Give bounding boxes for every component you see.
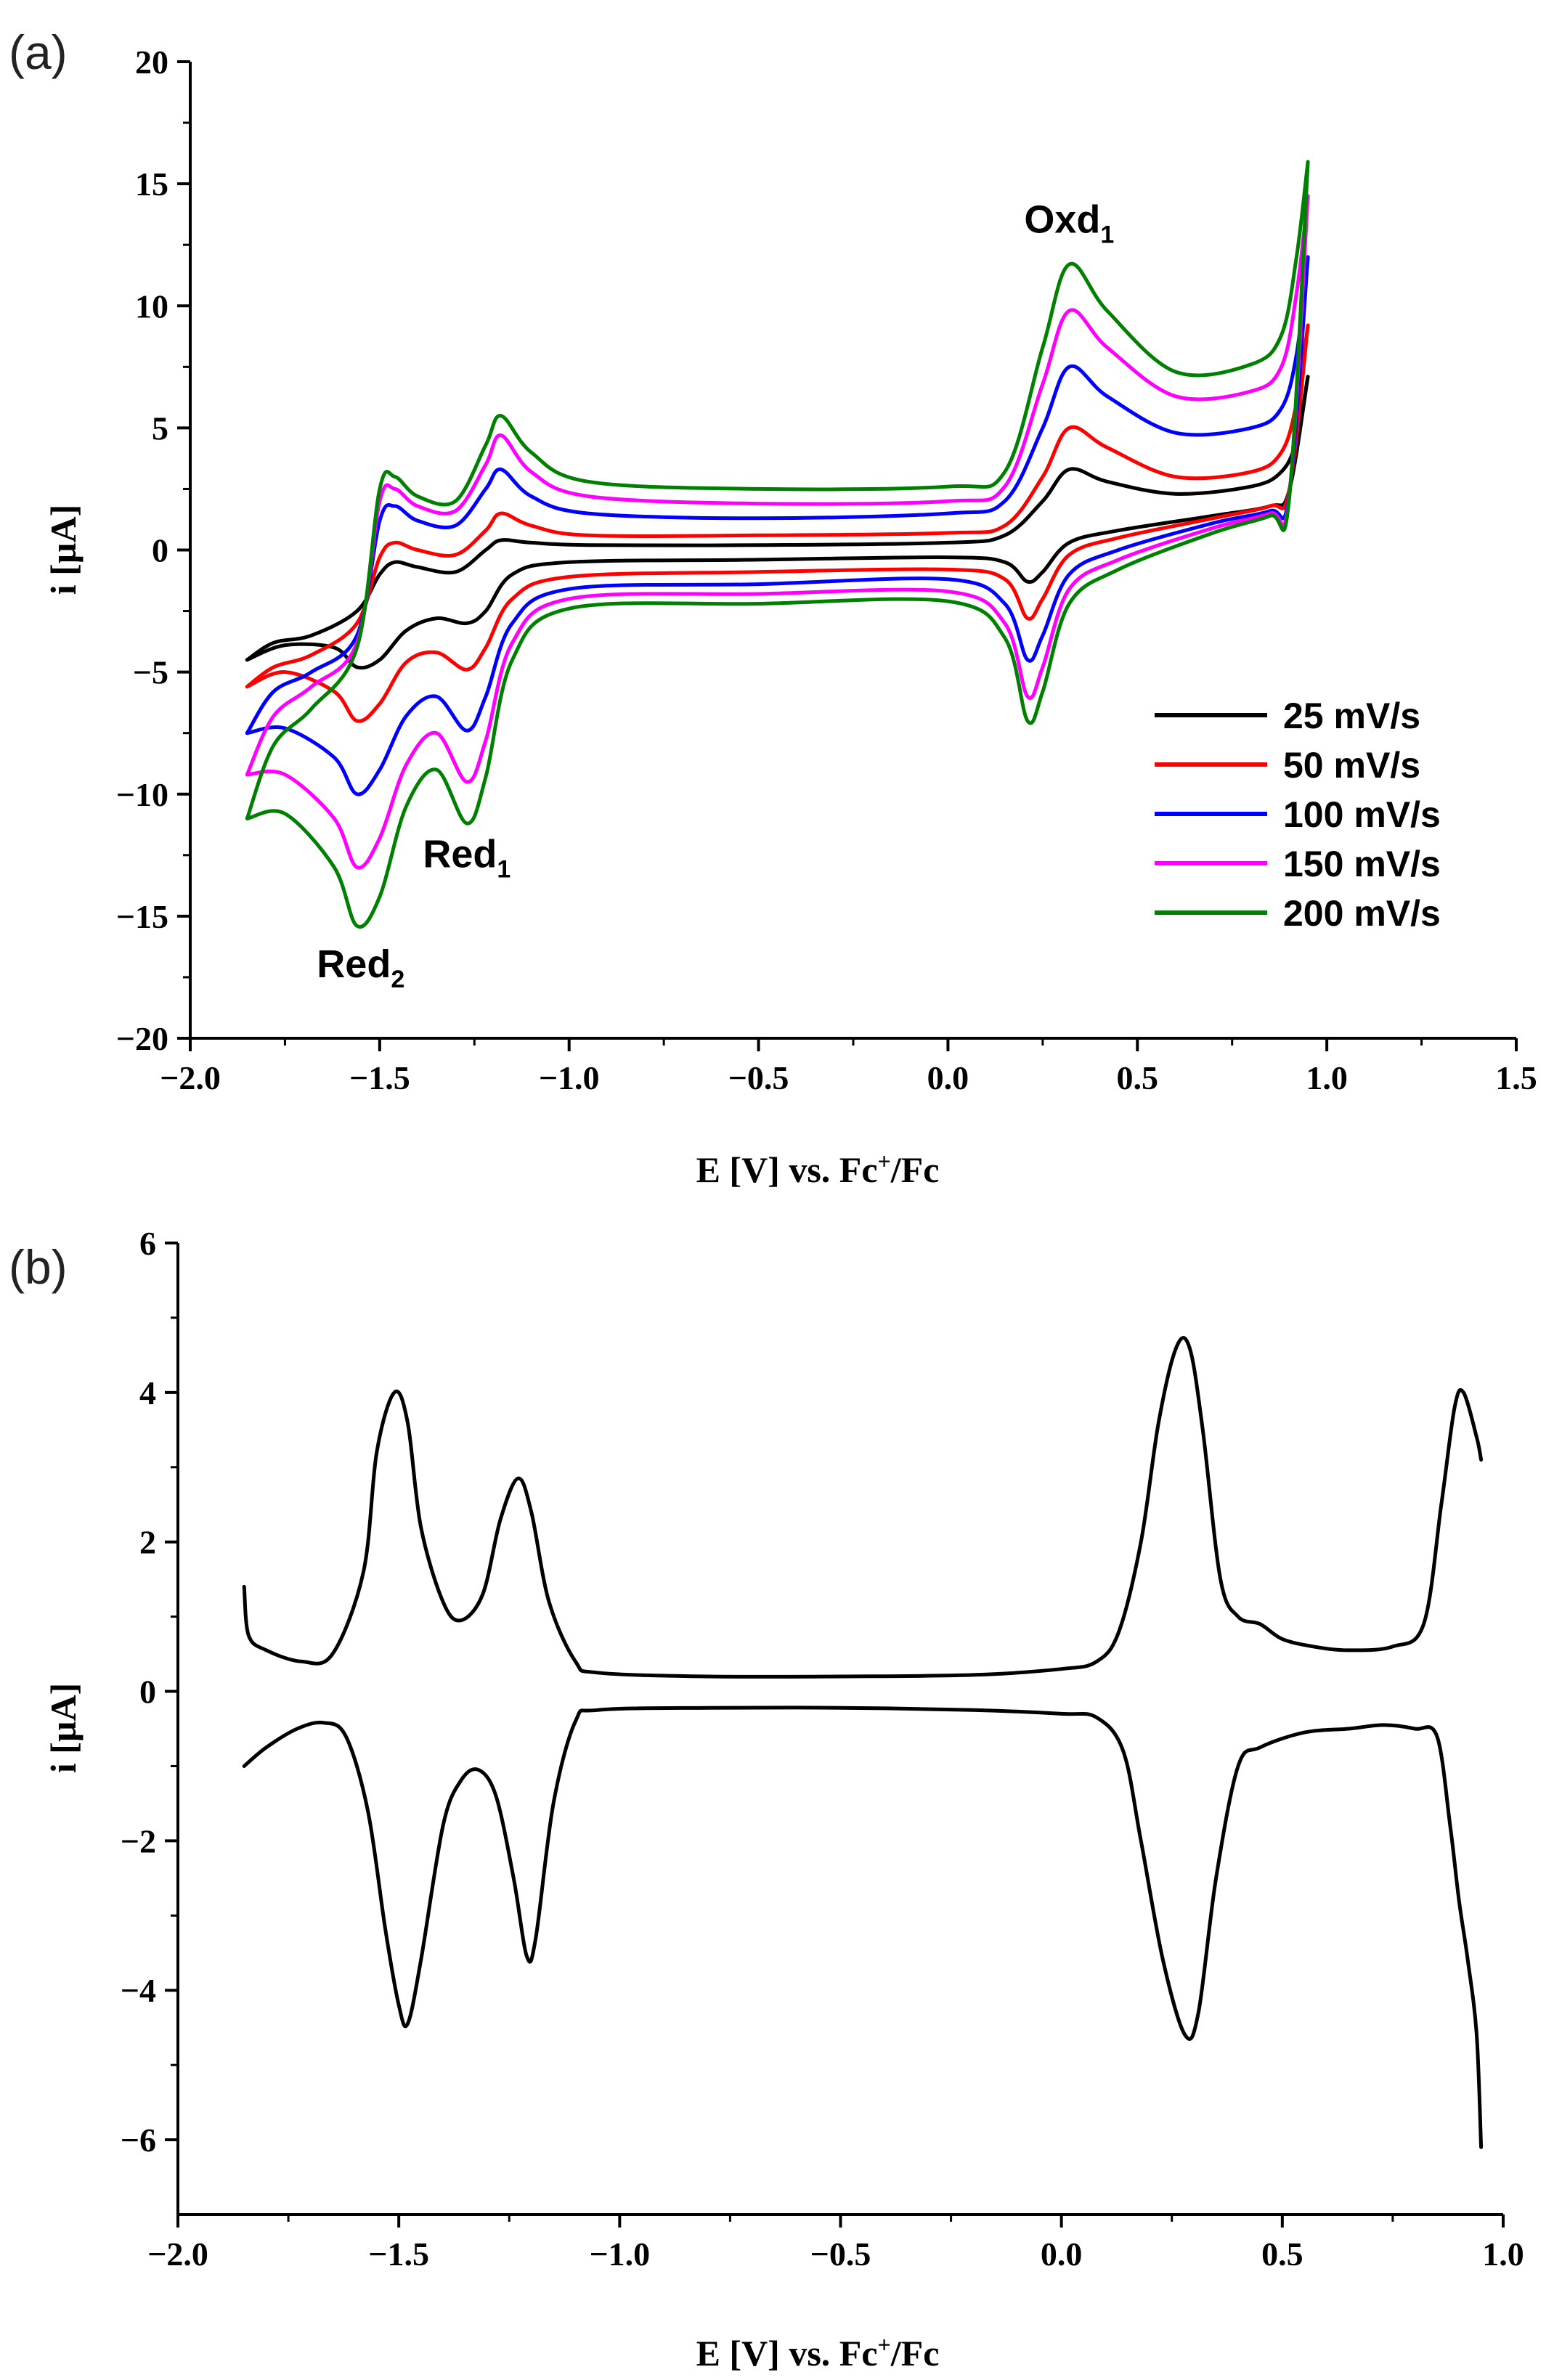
panel-a-series-150-mv-s-reverse <box>245 194 1310 870</box>
panel-b-x-tick-label: 0.5 <box>1261 2236 1303 2273</box>
panel-a-y-tick-label: 10 <box>135 288 168 325</box>
panel-a-y-tick-label: −20 <box>116 1020 168 1057</box>
panel-a-series-25-mv-s-reverse <box>245 375 1310 670</box>
panel-a-x-tick-label: 0.5 <box>1117 1059 1159 1096</box>
panel-a-x-tick-label: 0.0 <box>927 1059 969 1096</box>
panel-b-y-tick-label: 2 <box>139 1524 156 1561</box>
panel-b-series-cathodic-dpv <box>242 1705 1484 2149</box>
panel-b-x-tick-label: −0.5 <box>810 2236 871 2273</box>
panel-b-x-axis-label: E [V] vs. Fc+/Fc <box>696 2331 940 2373</box>
panel-a-y-tick-label: 20 <box>135 44 168 81</box>
panel-a-y-tick-label: −10 <box>116 776 168 813</box>
panel-b-y-axis-label: i [µA] <box>43 1683 84 1774</box>
panel-b-x-tick-label: −2.0 <box>147 2236 208 2273</box>
panel-a-y-tick-label: −15 <box>116 898 168 935</box>
panel-a-y-axis-label: i [µA] <box>43 505 84 595</box>
panel-a-series-25-mv-s-forward <box>245 375 1310 662</box>
legend-label: 25 mV/s <box>1283 696 1420 736</box>
panel-a-annotations: Oxd1 Red1 Red2 <box>317 197 1114 993</box>
panel-a-y-tick-label: 15 <box>135 166 168 203</box>
panel-b-y-tick-label: −6 <box>121 2122 156 2159</box>
panel-a-x-tick-label: −0.5 <box>728 1059 789 1096</box>
panel-b-y-tick-label: 4 <box>139 1374 156 1411</box>
panel-a-label: (a) <box>9 25 68 79</box>
panel-b-x-tick-label: 0.0 <box>1041 2236 1083 2273</box>
panel-a-series-50-mv-s-reverse <box>245 323 1310 723</box>
panel-a-x-tick-label: −1.0 <box>539 1059 600 1096</box>
panel-b-series-group <box>242 1336 1484 2149</box>
panel-b-y-tick-label: 6 <box>139 1225 156 1262</box>
panel-a-series-group <box>245 160 1310 929</box>
panel-a-series-100-mv-s-reverse <box>245 255 1310 796</box>
panel-a-series-100-mv-s-forward <box>245 255 1310 735</box>
panel-b-y-tick-label: −2 <box>121 1822 156 1859</box>
panel-b-x-tick-label: 1.0 <box>1482 2236 1524 2273</box>
panel-a-axes: −2.0 −1.5 −1.0 −0.5 0.0 0.5 1.0 1.5 −20 −15 −10 −5 0… <box>116 44 1537 1096</box>
panel-a-x-tick-label: −2.0 <box>160 1059 221 1096</box>
panel-a-annotation-red1: Red1 <box>423 833 511 884</box>
legend-label: 150 mV/s <box>1283 844 1441 884</box>
panel-a-legend: 25 mV/s 50 mV/s 100 mV/s 150 mV/s 200 mV/s <box>1155 696 1441 934</box>
panel-b-x-tick-label: −1.0 <box>589 2236 650 2273</box>
panel-a-series-200-mv-s-reverse <box>245 160 1310 929</box>
panel-a-annotation-oxd1: Oxd1 <box>1024 197 1114 248</box>
panel-b-axes: −2.0 −1.5 −1.0 −0.5 0.0 0.5 1.0 −6 −4 −2 0 2 4 6 <box>121 1225 1524 2273</box>
panel-a-x-tick-label: 1.0 <box>1306 1059 1348 1096</box>
panel-a-annotation-red2: Red2 <box>317 942 404 993</box>
panel-a-series-50-mv-s-forward <box>245 323 1310 689</box>
panel-b-x-tick-label: −1.5 <box>368 2236 429 2273</box>
panel-b-label: (b) <box>9 1240 68 1294</box>
panel-b-y-tick-label: 0 <box>139 1674 156 1711</box>
panel-a-x-axis-label: E [V] vs. Fc+/Fc <box>696 1148 940 1190</box>
panel-b-y-tick-label: −4 <box>121 1972 156 2009</box>
panel-b-chart: (b) −2.0 −1.5 −1.0 −0.5 0.0 0.5 1.0−6−4−20246 … <box>9 1225 1524 2373</box>
legend-label: 200 mV/s <box>1283 893 1441 934</box>
panel-a-y-tick-label: 5 <box>152 409 168 447</box>
panel-a-chart: (a) −2.0 −1.5 −1.0 −0.5 0.0 0.5 1.0 1.5 −20 −15 −1… <box>9 25 1537 1190</box>
panel-a-y-tick-label: 0 <box>152 532 168 569</box>
legend-label: 100 mV/s <box>1283 794 1441 835</box>
panel-b-series-anodic-dpv <box>242 1336 1484 1679</box>
panel-a-x-tick-label: −1.5 <box>349 1059 410 1096</box>
panel-a-series-200-mv-s-forward <box>245 160 1310 820</box>
panel-a-x-tick-label: 1.5 <box>1495 1059 1537 1096</box>
panel-a-y-tick-label: −5 <box>133 654 168 691</box>
legend-label: 50 mV/s <box>1283 745 1420 786</box>
